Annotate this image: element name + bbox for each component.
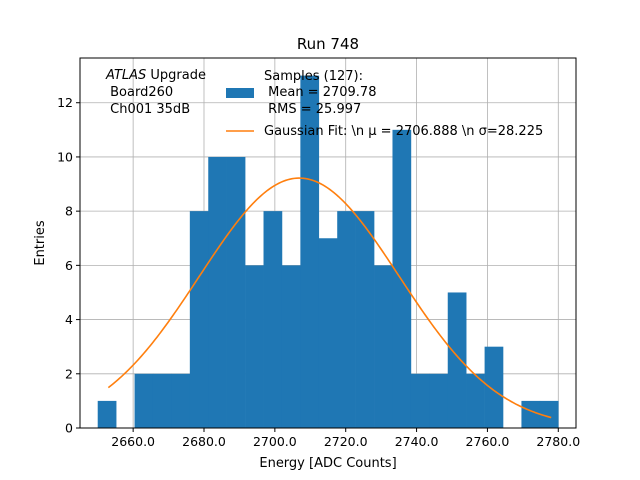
histogram-bar (281, 265, 301, 428)
histogram-bar (447, 292, 467, 428)
x-axis-ticks: 2660.0 2680.0 2700.0 2720.0 2740.0 2760.0 2780… (111, 428, 580, 449)
annotation-line-3: Ch001 35dB (106, 102, 190, 117)
y-tick-label: 8 (65, 204, 73, 219)
plot-frame (79, 57, 577, 429)
x-tick-label: 2660.0 (111, 434, 155, 449)
legend: Samples (127): Mean = 2709.78 RMS = 25.9… (226, 69, 543, 139)
gaussian-fit-line (107, 177, 552, 419)
y-tick-label: 6 (65, 258, 73, 273)
x-tick-label: 2720.0 (324, 434, 368, 449)
histogram-bar (208, 156, 227, 428)
x-tick-label: 2760.0 (466, 434, 510, 449)
legend-histogram-swatch (226, 88, 254, 98)
x-tick-label: 2780.0 (536, 434, 580, 449)
y-axis-label: Entries (33, 220, 48, 266)
histogram-bar (318, 238, 338, 428)
y-tick-label: 2 (65, 366, 73, 381)
histogram-bar (263, 211, 283, 428)
legend-histogram-line-1: Samples (127): (264, 69, 363, 84)
legend-fit-label: Gaussian Fit: \n μ = 2706.888 \n σ=28.22… (264, 124, 543, 139)
histogram-bar (171, 373, 191, 428)
legend-histogram-line-3: RMS = 25.997 (264, 102, 361, 117)
gaussian-fit-layer (107, 177, 552, 419)
annotation-box: ATLAS Upgrade Board260 Ch001 35dB (105, 68, 206, 117)
y-tick-label: 12 (57, 95, 73, 110)
chart-title: Run 748 (297, 35, 359, 53)
histogram-bar (226, 156, 246, 428)
histogram-bar (300, 75, 320, 428)
x-axis-label: Energy [ADC Counts] (259, 456, 396, 471)
legend-histogram-line-2: Mean = 2709.78 (264, 85, 376, 100)
x-tick-label: 2700.0 (253, 434, 297, 449)
y-axis-ticks: 0 2 4 6 8 10 12 (57, 95, 80, 436)
histogram-bar (410, 373, 430, 428)
y-tick-label: 0 (65, 421, 73, 436)
y-tick-label: 4 (65, 312, 73, 327)
histogram-bar (466, 373, 485, 428)
histogram-bar (484, 346, 504, 428)
annotation-line-2: Board260 (106, 85, 173, 100)
y-tick-label: 10 (57, 149, 73, 164)
histogram-bars (97, 75, 559, 429)
histogram-bar (134, 373, 154, 428)
histogram-bar (374, 265, 393, 428)
histogram-bar (521, 400, 541, 428)
histogram-bar (97, 400, 117, 428)
histogram-bar (189, 211, 209, 428)
histogram-bar (152, 373, 172, 428)
x-tick-label: 2680.0 (182, 434, 226, 449)
x-tick-label: 2740.0 (395, 434, 439, 449)
histogram-bar (429, 373, 449, 428)
histogram-bar (245, 265, 264, 428)
histogram-bar (539, 400, 559, 428)
histogram-bar (337, 211, 356, 428)
histogram-bar (355, 211, 375, 428)
annotation-line-1: ATLAS Upgrade (105, 68, 206, 83)
